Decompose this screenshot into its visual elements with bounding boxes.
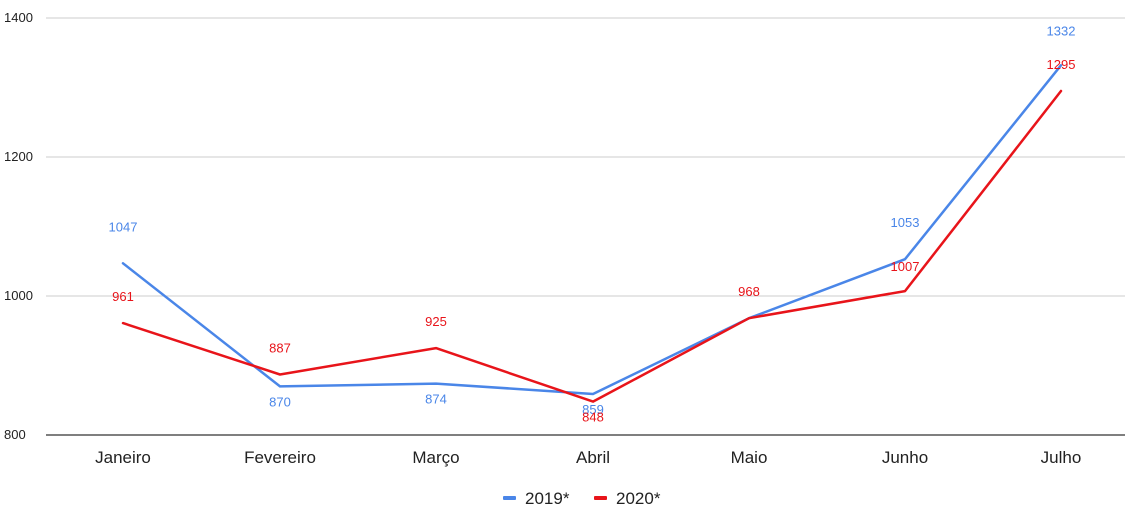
y-tick-label-1200: 1200 (4, 149, 33, 164)
data-label-2020-abril: 848 (582, 410, 604, 425)
data-label-2020-março: 925 (425, 314, 447, 329)
data-label-2019-abril: 859 (582, 402, 604, 417)
y-axis-tick-labels: 800 1000 1200 1400 (4, 10, 33, 442)
data-label-2020-maio: 968 (738, 284, 760, 299)
series-line-2019 (121, 64, 1063, 396)
series-line-2020 (121, 89, 1063, 403)
x-tick-label-julho: Julho (1041, 448, 1082, 467)
legend-label-2020: 2020* (616, 489, 661, 508)
data-labels: 1047 870 874 859 1053 1332 961 887 925 848 968 1007… (109, 23, 1076, 424)
data-label-2020-julho: 1295 (1047, 57, 1076, 72)
data-label-2019-março: 874 (425, 392, 447, 407)
series-lines (121, 64, 1063, 403)
data-label-2019-fevereiro: 870 (269, 394, 291, 409)
y-tick-label-1400: 1400 (4, 10, 33, 25)
gridlines (46, 17, 1125, 436)
x-tick-label-fevereiro: Fevereiro (244, 448, 316, 467)
x-tick-label-março: Março (412, 448, 459, 467)
x-tick-label-janeiro: Janeiro (95, 448, 151, 467)
x-axis-tick-labels: Janeiro Fevereiro Março Abril Maio Junho Julho (95, 448, 1081, 467)
legend: 2019* 2020* (503, 489, 661, 508)
legend-swatch-2020 (594, 496, 607, 500)
y-tick-label-1000: 1000 (4, 288, 33, 303)
y-tick-label-800: 800 (4, 427, 26, 442)
data-label-2019-junho: 1053 (891, 215, 920, 230)
x-tick-label-maio: Maio (731, 448, 768, 467)
data-label-2019-janeiro: 1047 (109, 219, 138, 234)
legend-label-2019: 2019* (525, 489, 570, 508)
legend-swatch-2019 (503, 496, 516, 500)
x-tick-label-junho: Junho (882, 448, 928, 467)
data-label-2020-junho: 1007 (891, 259, 920, 274)
data-label-2020-fevereiro: 887 (269, 341, 291, 356)
data-label-2019-julho: 1332 (1047, 23, 1076, 38)
x-tick-label-abril: Abril (576, 448, 610, 467)
data-label-2020-janeiro: 961 (112, 289, 134, 304)
